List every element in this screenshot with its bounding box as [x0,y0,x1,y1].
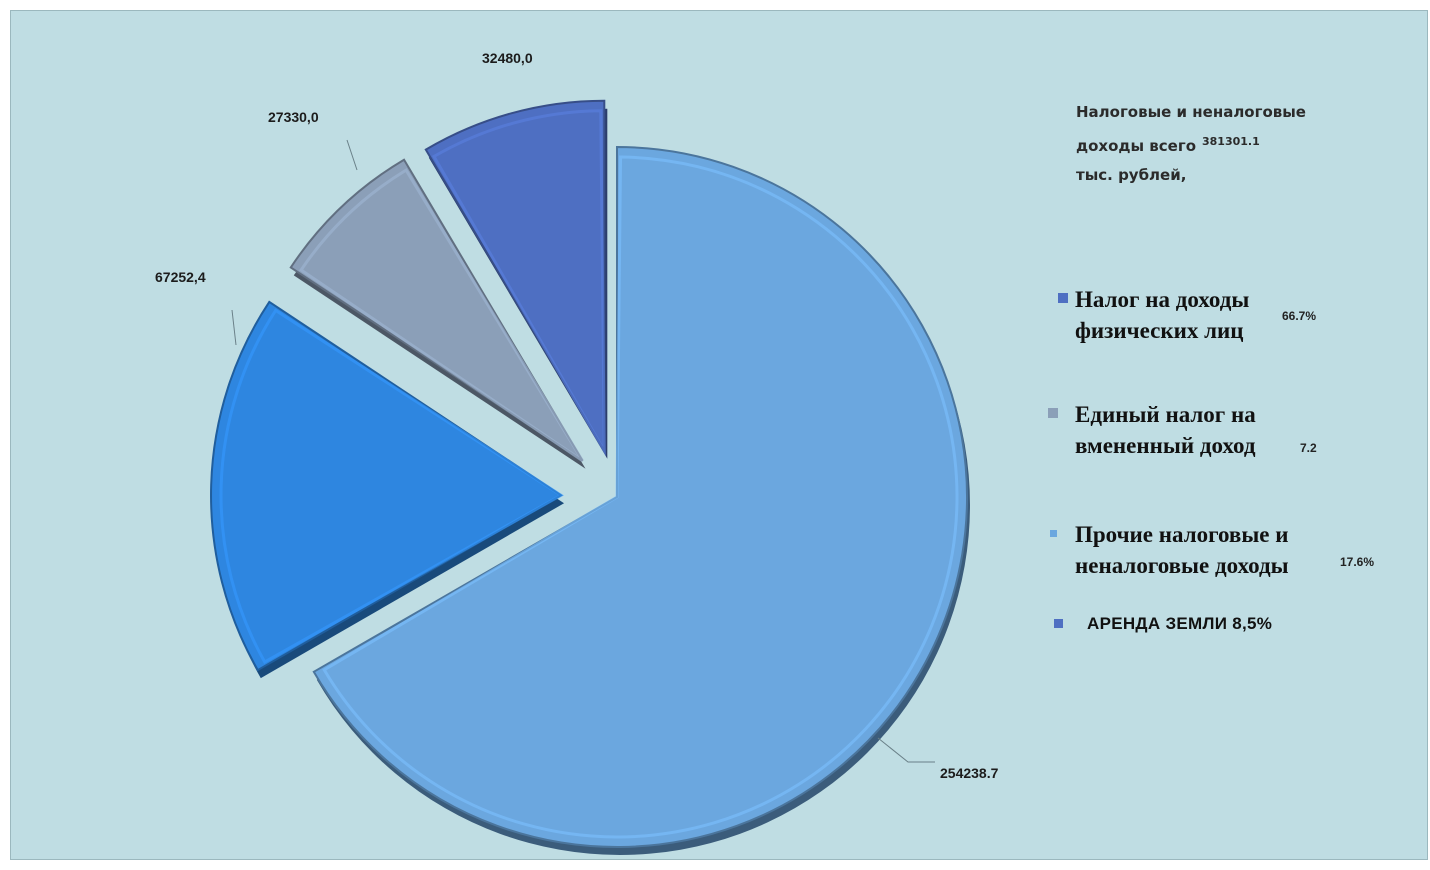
pie-slice-3 [424,99,608,459]
pie-slice-2 [289,158,586,469]
total-value: 381301.1 [1202,135,1260,148]
data-label-2: 27330,0 [268,109,319,125]
legend-percent: 17.6% [1340,555,1375,569]
pie-slice-highlight [322,155,959,839]
legend-label-line2: физических лиц [1075,318,1244,343]
total-line-1: Налоговые и неналоговые [1076,103,1306,121]
legend-percent: 66.7% [1282,309,1317,323]
legend-label-line1: Прочие налоговые и [1075,522,1289,547]
leader-line [346,139,358,171]
pie-slice-face [424,99,606,455]
total-income-note: Налоговые и неналоговые доходы всего 3813… [1076,98,1376,190]
total-line-2: доходы всего [1076,137,1196,155]
pie-slice-1 [210,300,565,679]
legend-label-line2: неналоговые доходы [1075,553,1289,578]
pie-slice-face [289,158,584,462]
legend-marker-square-icon [1048,408,1058,418]
legend-label: АРЕНДА ЗЕМЛИ 8,5% [1087,614,1273,633]
pie-slice-highlight [431,109,606,457]
legend-percent: 7.2 [1300,441,1317,455]
pie-slice-highlight [219,308,564,665]
leader-line [877,737,935,763]
legend-marker-square-icon [1054,619,1063,628]
data-label-3: 32480,0 [482,50,533,66]
pie-slice-highlight [299,168,584,463]
legend-marker-square-icon [1058,293,1068,303]
pie-slice-0 [312,145,970,856]
legend-label-line2: вмененный доход [1075,433,1256,458]
data-label-0: 254238.7 [940,765,999,781]
data-label-1: 67252,4 [155,269,206,285]
legend-label-line1: Единый налог на [1075,402,1256,427]
legend-marker-square-icon [1050,530,1057,537]
legend-label-line1: Налог на доходы [1075,287,1250,312]
pie-slice-face [312,145,968,848]
leader-line [231,309,237,346]
pie-slice-face [210,300,563,672]
total-line-3: тыс. рублей, [1076,166,1187,184]
